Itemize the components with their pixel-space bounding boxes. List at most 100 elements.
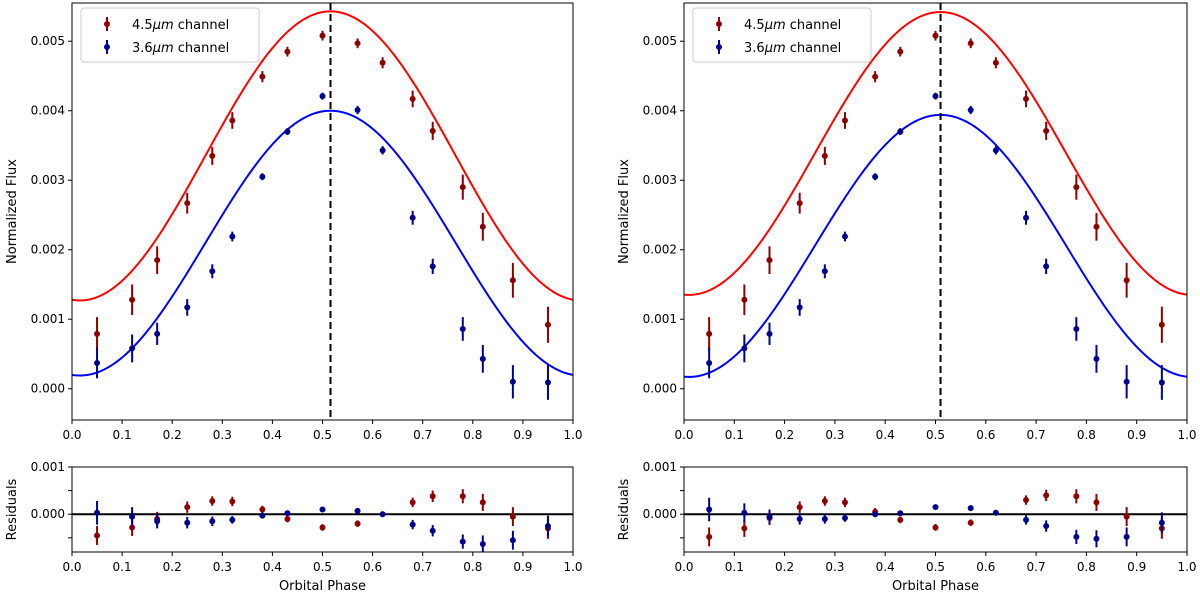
data-point xyxy=(1093,535,1100,542)
data-point xyxy=(1073,184,1080,191)
data-point xyxy=(409,499,416,506)
data-point xyxy=(967,40,974,47)
plot-frame xyxy=(71,2,574,421)
legend-marker xyxy=(716,44,722,50)
data-point xyxy=(967,519,974,526)
data-point xyxy=(1123,533,1130,540)
data-point xyxy=(259,506,266,513)
data-point xyxy=(129,513,136,520)
legend-label: 3.6μm channel xyxy=(744,41,841,56)
data-point xyxy=(354,507,361,514)
residual-panel: 0.0 0.1 0.2 0.3 0.4 0.5 0.6 0.7 0.8 0.9 1.0 0.000 0.… xyxy=(5,460,583,594)
plot-frame xyxy=(683,466,1188,553)
data-point xyxy=(821,152,828,159)
data-point xyxy=(154,257,161,264)
data-point xyxy=(706,360,713,367)
x-tick-label: 0.2 xyxy=(775,428,794,442)
main-data xyxy=(684,3,1187,420)
model-curve xyxy=(684,11,1187,296)
data-point xyxy=(129,345,136,352)
x-tick-label: 0.9 xyxy=(1127,428,1146,442)
plot-frame xyxy=(683,2,1188,421)
data-point xyxy=(1123,277,1130,284)
x-tick-label: 0.3 xyxy=(213,428,232,442)
data-point xyxy=(766,257,773,264)
y-tick-label: 0.004 xyxy=(643,104,677,118)
data-point xyxy=(992,147,999,154)
y-tick-label: 0.000 xyxy=(31,507,65,521)
data-point xyxy=(284,515,291,522)
legend-frame xyxy=(80,7,260,63)
data-point xyxy=(932,524,939,531)
data-point xyxy=(429,527,436,534)
data-point xyxy=(129,524,136,531)
data-point xyxy=(1043,263,1050,270)
y-tick-label: 0.001 xyxy=(643,312,677,326)
legend-marker xyxy=(716,21,722,27)
data-point xyxy=(741,296,748,303)
y-tick-label: 0.005 xyxy=(31,34,65,48)
data-point xyxy=(184,304,191,311)
plot-frame xyxy=(71,466,574,553)
model-curve xyxy=(72,10,573,302)
x-tick-label: 0.0 xyxy=(674,428,693,442)
data-point xyxy=(1043,492,1050,499)
data-point xyxy=(479,540,486,547)
data-point xyxy=(229,498,236,505)
data-point xyxy=(1093,223,1100,230)
data-point xyxy=(259,512,266,519)
data-point xyxy=(796,515,803,522)
data-point xyxy=(1043,127,1050,134)
data-point xyxy=(284,510,291,517)
x-tick-label: 0.3 xyxy=(825,428,844,442)
x-tick-label: 0.2 xyxy=(163,560,182,574)
residual-y-axis-label: Residuals xyxy=(5,478,20,540)
data-point xyxy=(459,493,466,500)
data-point xyxy=(544,321,551,328)
data-point xyxy=(1023,497,1030,504)
data-point xyxy=(897,510,904,517)
x-tick-label: 0.5 xyxy=(926,560,945,574)
y-tick-label: 0.000 xyxy=(31,382,65,396)
x-tick-label: 0.9 xyxy=(513,428,532,442)
y-tick-label: 0.005 xyxy=(643,34,677,48)
x-tick-label: 0.9 xyxy=(513,560,532,574)
data-point xyxy=(992,59,999,66)
data-point xyxy=(841,233,848,240)
x-tick-label: 1.0 xyxy=(563,428,582,442)
legend-label: 3.6μm channel xyxy=(132,41,229,56)
data-point xyxy=(766,330,773,337)
x-tick-label: 0.6 xyxy=(363,428,382,442)
data-point xyxy=(1093,499,1100,506)
x-tick-label: 0.3 xyxy=(213,560,232,574)
data-point xyxy=(766,513,773,520)
data-point xyxy=(379,511,386,518)
main-panel: 0.0 0.1 0.2 0.3 0.4 0.5 0.6 0.7 0.8 0.9 1.0 0.000 0.… xyxy=(617,2,1197,442)
x-tick-label: 1.0 xyxy=(1177,560,1196,574)
data-point xyxy=(479,355,486,362)
data-point xyxy=(706,506,713,513)
x-tick-label: 0.1 xyxy=(725,428,744,442)
data-point xyxy=(1043,523,1050,530)
x-tick-label: 0.9 xyxy=(1127,560,1146,574)
data-point xyxy=(1023,95,1030,102)
legend-label: 4.5μm channel xyxy=(132,18,229,33)
data-point xyxy=(184,504,191,511)
y-axis-label: Normalized Flux xyxy=(617,159,632,264)
legend-marker xyxy=(104,21,110,27)
data-point xyxy=(319,524,326,531)
data-point xyxy=(706,330,713,337)
data-point xyxy=(992,509,999,516)
x-tick-label: 0.7 xyxy=(413,560,432,574)
y-tick-label: 0.001 xyxy=(643,460,677,474)
data-point xyxy=(932,93,939,100)
legend-label: 4.5μm channel xyxy=(744,18,841,33)
residual-data xyxy=(684,489,1187,548)
main-data xyxy=(72,3,573,420)
data-point xyxy=(284,128,291,135)
y-tick-label: 0.003 xyxy=(31,173,65,187)
data-point xyxy=(741,525,748,532)
data-point xyxy=(1123,378,1130,385)
x-tick-label: 0.4 xyxy=(876,428,895,442)
data-point xyxy=(154,518,161,525)
